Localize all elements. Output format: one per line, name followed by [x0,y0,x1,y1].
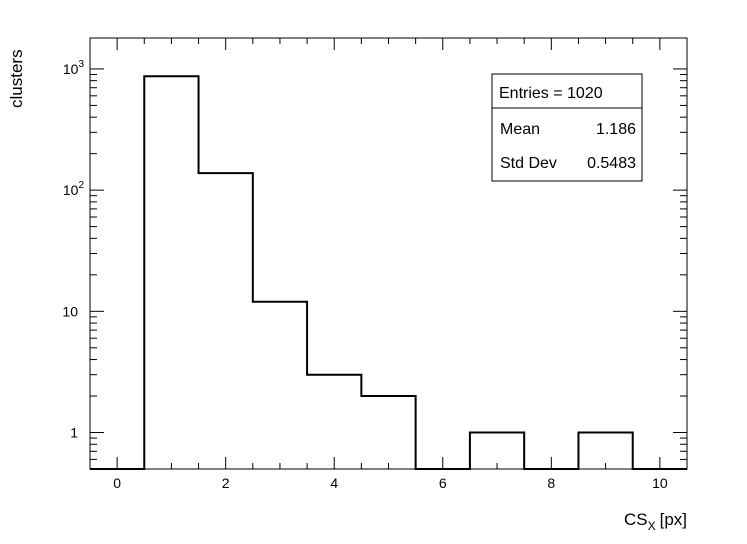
x-tick-labels: 0 2 4 6 8 10 [113,475,668,491]
stats-box: Entries = 1020 Mean 1.186 Std Dev 0.5483 [491,73,643,182]
x-axis-label-main: CS [624,510,648,529]
y-axis-label: clusters [7,49,26,108]
x-axis-label-unit: [px] [660,510,687,529]
x-axis-label-sub: X [648,519,656,533]
x-tick-label: 10 [652,475,668,491]
x-tick-label: 6 [439,475,447,491]
histogram-line [90,75,687,470]
x-tick-label: 8 [547,475,555,491]
stats-box-frame [491,73,643,182]
y-tick-label: 10 [62,303,78,319]
y-tick-labels: 1 10 102 103 [62,59,84,441]
x-tick-label: 4 [330,475,338,491]
stats-stddev-label: Std Dev [500,155,557,172]
x-tick-label: 2 [222,475,230,491]
x-tick-label: 0 [113,475,121,491]
axis-ticks [89,38,688,470]
y-tick-label: 1 [70,425,78,441]
y-tick-label: 103 [63,59,85,77]
stats-mean-value: 1.186 [596,121,636,138]
y-tick-label: 102 [63,180,85,198]
stats-stddev-value: 0.5483 [587,155,636,172]
x-axis-label: CSX [px] [624,510,687,533]
stats-entries: Entries = 1020 [499,85,603,102]
stats-mean-label: Mean [500,121,540,138]
